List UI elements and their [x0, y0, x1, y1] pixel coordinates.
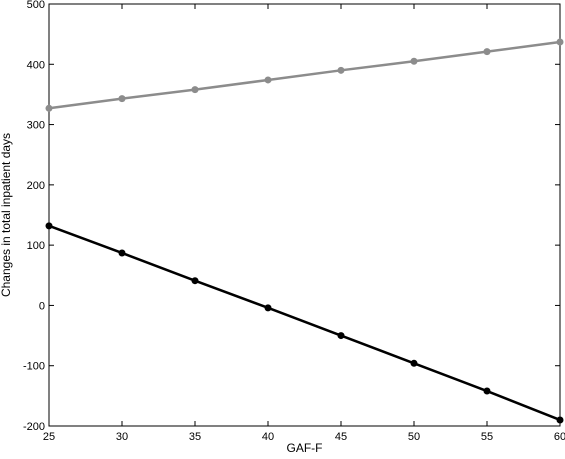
y-tick-label: 500	[27, 0, 45, 11]
y-axis-label: Changes in total inpatient days	[0, 133, 13, 297]
series-1-point	[410, 57, 418, 65]
y-tick-label: -100	[23, 361, 45, 373]
y-tick-label: 100	[27, 240, 45, 252]
series-2-line	[48, 224, 561, 422]
series-2-point	[410, 359, 418, 367]
series-2-point	[45, 222, 53, 230]
series-1-point	[556, 38, 564, 46]
x-tick-label: 50	[408, 431, 420, 443]
y-tick-label: 0	[39, 300, 45, 312]
x-axis-label: GAF-F	[287, 441, 323, 455]
x-tick-label: 45	[335, 431, 347, 443]
y-tick-label: 200	[27, 180, 45, 192]
series-1-point	[45, 104, 53, 112]
x-tick-label: 35	[189, 431, 201, 443]
series-2-point	[264, 304, 272, 312]
series-1-point	[191, 86, 199, 94]
series-2-point	[191, 277, 199, 285]
series-1-point	[264, 76, 272, 84]
x-tick-label: 25	[43, 431, 55, 443]
series-1-point	[118, 95, 126, 103]
series-2-point	[556, 416, 564, 424]
y-tick-label: -200	[23, 421, 45, 433]
series-2-point	[337, 332, 345, 340]
x-tick-label: 60	[554, 431, 565, 443]
series-1-point	[483, 48, 491, 56]
series-layer	[45, 38, 564, 424]
y-tick-label: 400	[27, 59, 45, 71]
series-2-point	[483, 387, 491, 395]
series-1-point	[337, 66, 345, 74]
plot-frame	[48, 3, 561, 427]
series-2-point	[118, 249, 126, 257]
x-tick-label: 55	[481, 431, 493, 443]
series-1-line	[48, 40, 561, 110]
x-tick-label: 40	[262, 431, 274, 443]
x-tick-label: 30	[116, 431, 128, 443]
y-tick-label: 300	[27, 120, 45, 132]
chart-axes: 25 30 35 40 45 50 55 60 -200 -100 0 100 200 300 400 500	[23, 0, 565, 443]
